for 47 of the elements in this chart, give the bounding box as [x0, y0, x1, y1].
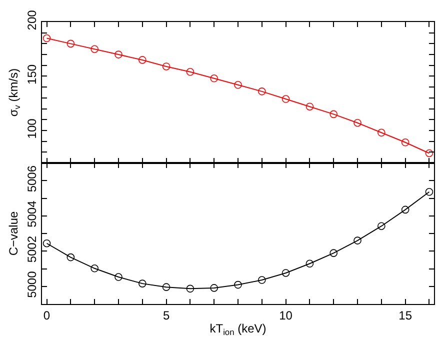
point [330, 110, 338, 118]
point [306, 102, 314, 110]
point [42, 239, 51, 248]
point [186, 284, 194, 293]
point [138, 56, 146, 64]
point [378, 222, 386, 230]
y-tick-label: 5004 [25, 200, 40, 228]
x-tick-label: 0 [43, 308, 50, 322]
x-tick-label: 10 [279, 308, 293, 322]
point [138, 280, 146, 288]
point [401, 206, 410, 214]
point [258, 88, 266, 96]
point [186, 68, 194, 76]
point [162, 62, 170, 70]
point [425, 188, 434, 196]
point [66, 40, 75, 48]
y-tick-label: 100 [25, 118, 40, 139]
x-tick-label: 15 [398, 308, 412, 322]
point [234, 280, 242, 289]
point [90, 264, 98, 272]
point [330, 249, 338, 257]
point [42, 34, 51, 42]
y-tick-label: 150 [25, 64, 40, 84]
point [354, 118, 362, 127]
point [90, 45, 98, 54]
point [210, 74, 218, 82]
x-axis-title: kT$_{ion}$ (keV) [210, 321, 266, 337]
point [282, 95, 290, 103]
point [66, 253, 75, 262]
point [162, 283, 170, 291]
point [210, 284, 218, 292]
y-tick-label: 5000 [25, 270, 40, 298]
point [114, 273, 122, 281]
y-tick-label: 200 [25, 10, 40, 30]
point [258, 276, 266, 284]
point [282, 269, 290, 277]
point [425, 149, 434, 158]
point [114, 50, 122, 58]
point [354, 236, 362, 244]
x-tick-label: 5 [162, 308, 170, 322]
point [234, 81, 242, 89]
point [401, 138, 410, 146]
y-tick-label: 5002 [25, 236, 40, 263]
point [378, 128, 386, 137]
point [306, 260, 314, 268]
y-axis-title: C−value [6, 211, 20, 256]
y-tick-label: 5006 [25, 165, 40, 192]
